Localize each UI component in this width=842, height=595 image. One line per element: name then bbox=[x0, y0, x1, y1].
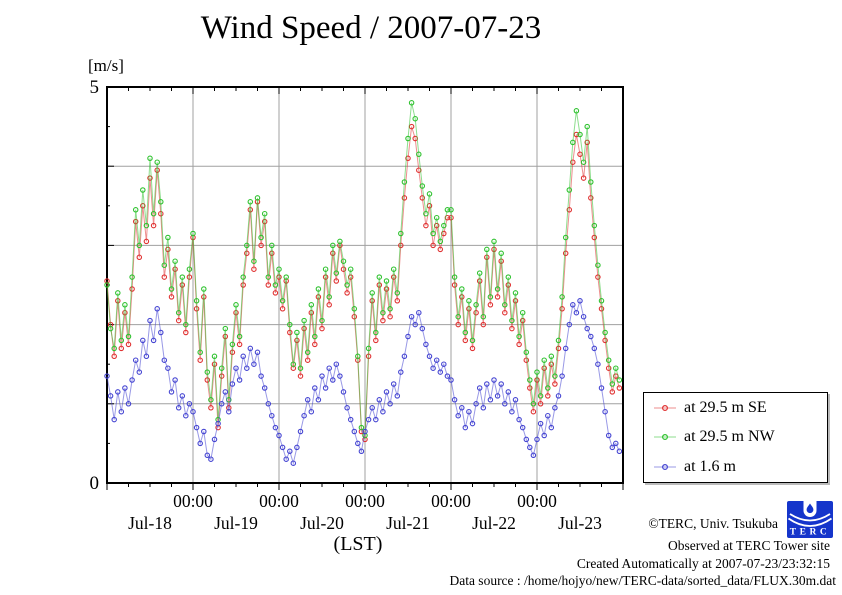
logo-drop-icon bbox=[806, 503, 814, 514]
chart-title: Wind Speed / 2007-07-23 bbox=[200, 10, 542, 46]
observed-site-text: Observed at TERC Tower site bbox=[667, 538, 830, 553]
series-at-1-6-m bbox=[104, 298, 623, 466]
gridlines bbox=[107, 87, 623, 483]
legend-marker-icon bbox=[654, 404, 676, 411]
x-day-label: Jul-23 bbox=[558, 513, 602, 533]
logo-terc-text: TERC bbox=[790, 528, 830, 538]
x-day-label: Jul-21 bbox=[386, 513, 430, 533]
legend-entry-at-1-6-m: at 1.6 m bbox=[644, 453, 827, 481]
series-at-29-5-m-nw bbox=[104, 100, 623, 439]
data-source-text: Data source : /home/hojyo/new/TERC-data/… bbox=[449, 573, 836, 588]
legend-entry-at-29-5-m-nw: at 29.5 m NW bbox=[644, 423, 827, 451]
legend-label: at 29.5 m SE bbox=[684, 398, 767, 416]
axis-ticks bbox=[106, 87, 624, 490]
x-day-label: Jul-20 bbox=[300, 513, 344, 533]
x-tick-label: 00:00 bbox=[431, 491, 471, 511]
x-tick-label: 00:00 bbox=[173, 491, 213, 511]
x-day-label: Jul-22 bbox=[472, 513, 516, 533]
legend-label: at 1.6 m bbox=[684, 458, 736, 476]
copyright-text: ©TERC, Univ. Tsukuba bbox=[648, 516, 778, 531]
terc-logo-icon: TERC bbox=[787, 501, 833, 538]
x-tick-label: 00:00 bbox=[517, 491, 557, 511]
x-axis-caption: (LST) bbox=[333, 533, 383, 555]
legend-marker-icon bbox=[654, 434, 676, 441]
legend-label: at 29.5 m NW bbox=[684, 428, 775, 446]
y-tick-label: 5 bbox=[90, 77, 100, 98]
x-tick-label: 00:00 bbox=[345, 491, 385, 511]
legend-box: at 29.5 m SE at 29.5 m NW at 1.6 m bbox=[643, 392, 828, 483]
x-day-label: Jul-19 bbox=[214, 513, 258, 533]
x-day-label: Jul-18 bbox=[128, 513, 172, 533]
created-timestamp-text: Created Automatically at 2007-07-23/23:3… bbox=[576, 556, 830, 571]
y-tick-label: 0 bbox=[90, 473, 100, 494]
x-tick-label: 00:00 bbox=[259, 491, 299, 511]
legend-marker-icon bbox=[654, 464, 676, 471]
y-axis-unit-label: [m/s] bbox=[88, 56, 124, 75]
legend-entry-at-29-5-m-se: at 29.5 m SE bbox=[644, 394, 827, 422]
